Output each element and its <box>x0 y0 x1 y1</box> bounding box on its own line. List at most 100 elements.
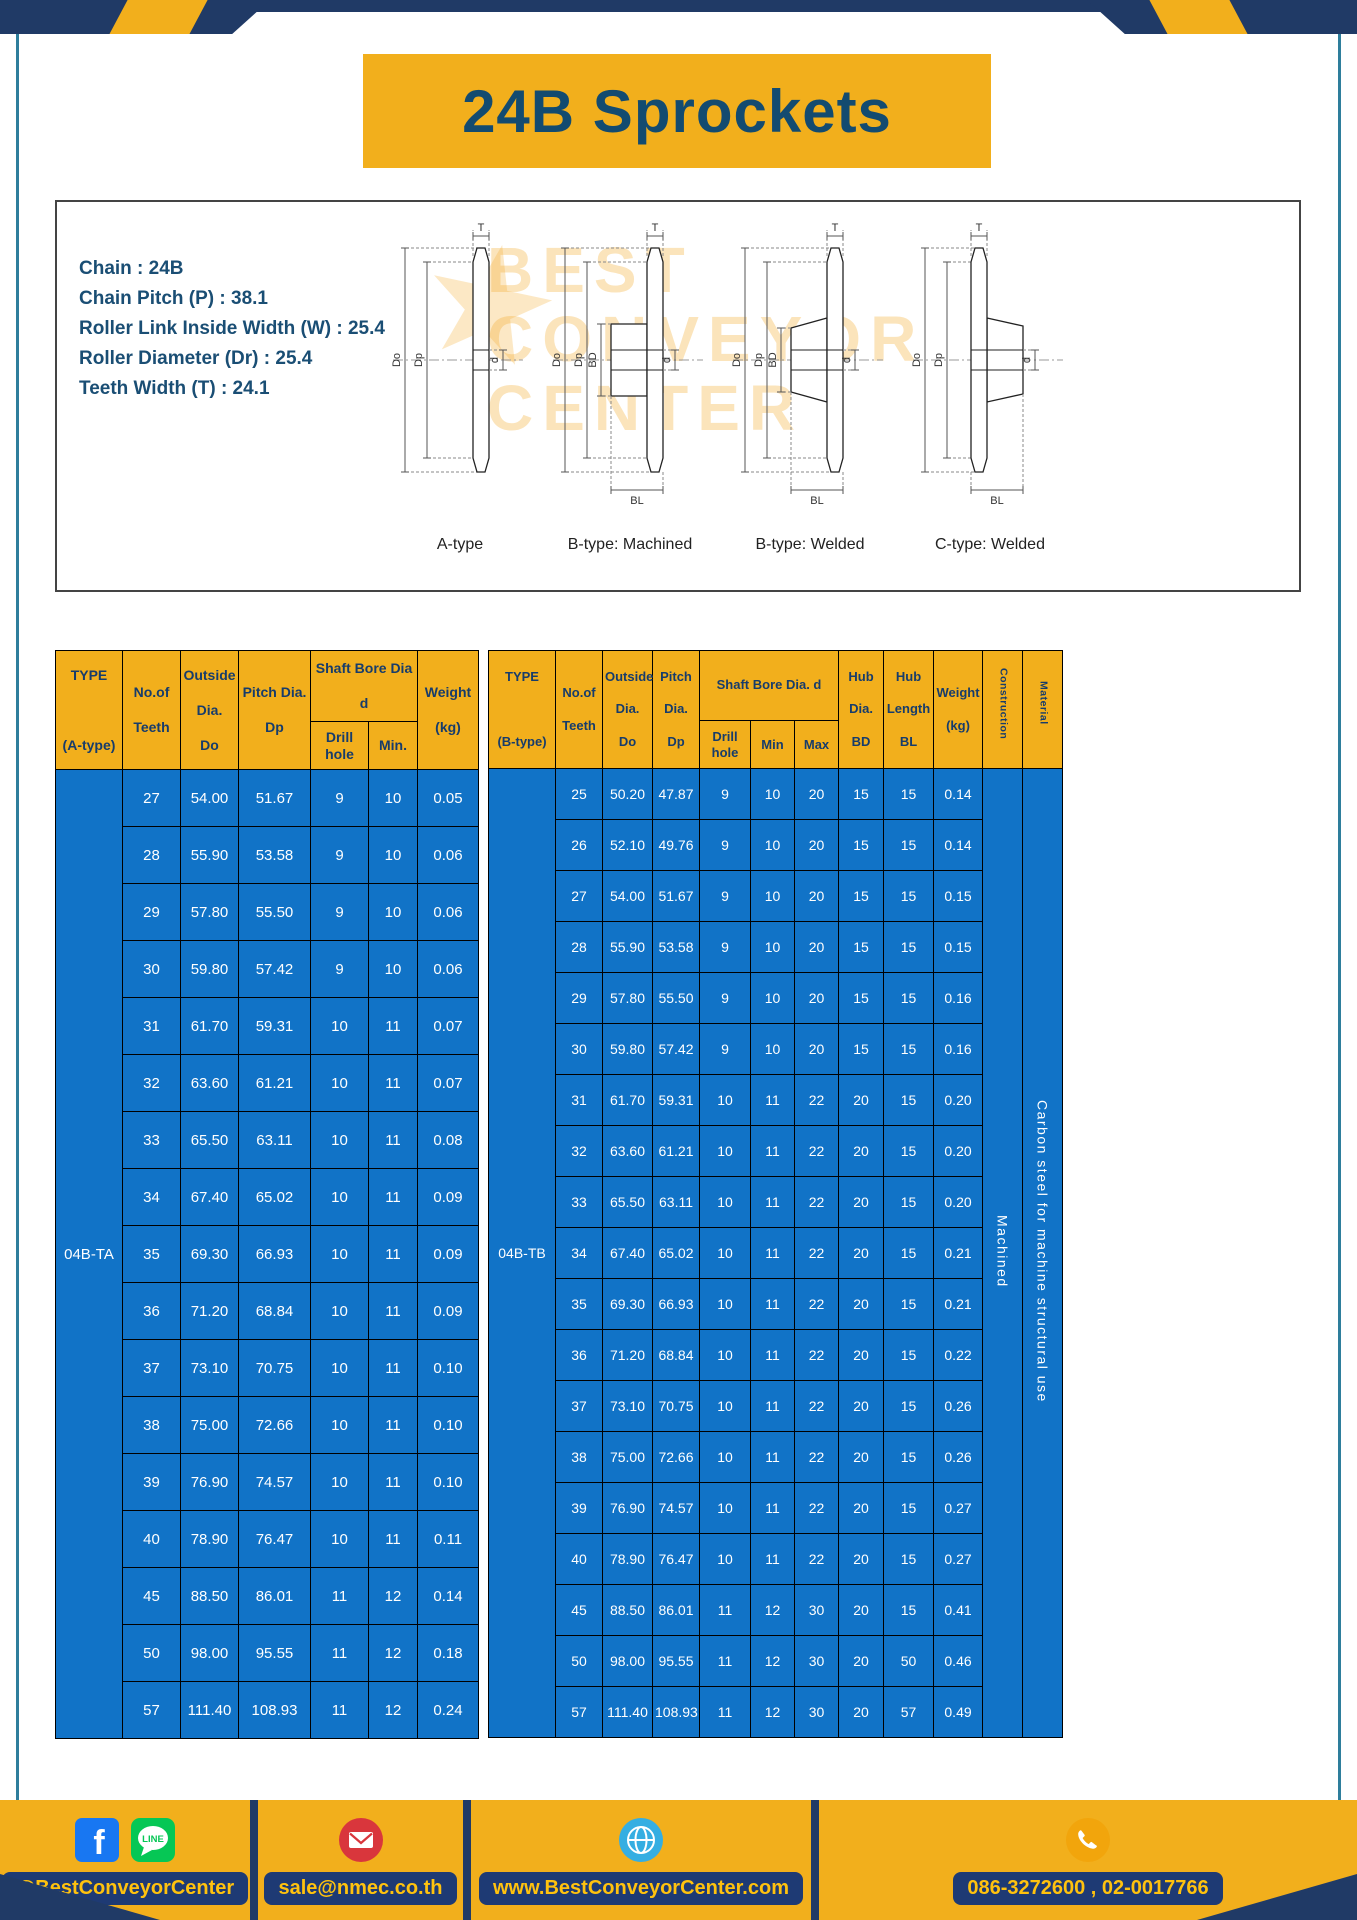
table-a-cell: 108.93 <box>238 1681 311 1739</box>
table-a-cell: 0.06 <box>417 883 479 941</box>
table-b-cell: 38 <box>555 1431 603 1483</box>
col-header-drill-hole: Drill hole <box>699 720 751 769</box>
table-a-cell: 63.11 <box>238 1111 311 1169</box>
table-a-cell: 0.11 <box>417 1510 479 1568</box>
table-b-cell: 98.00 <box>602 1635 653 1687</box>
table-b-row: 28 55.90 53.58 9 10 20 15 15 0.15 <box>489 921 1063 973</box>
table-a-cell: 10 <box>368 883 418 941</box>
table-b-cell: 0.26 <box>933 1380 984 1432</box>
table-a-cell: 69.30 <box>180 1225 239 1283</box>
top-bar <box>0 0 1357 12</box>
table-a-cell: 12 <box>368 1681 418 1739</box>
facebook-icon: f <box>75 1817 119 1862</box>
table-b-cell: 15 <box>883 921 935 973</box>
table-b-cell: 66.93 <box>652 1278 700 1330</box>
table-b-cell: 20 <box>838 1635 885 1687</box>
table-a-cell: 10 <box>310 1111 369 1169</box>
table-a-cell: 11 <box>368 1453 418 1511</box>
table-b-cell: 68.84 <box>652 1329 700 1381</box>
spec-line: Chain : 24B <box>79 258 184 279</box>
table-b-cell: 20 <box>793 921 840 973</box>
table-a-cell: 0.09 <box>417 1225 479 1283</box>
table-b-cell: 11 <box>750 1227 795 1279</box>
table-b-cell: 30 <box>555 1023 603 1075</box>
table-b-cell: 11 <box>750 1431 795 1483</box>
table-b-cell: 11 <box>750 1329 795 1381</box>
table-b-cell: 15 <box>883 1431 935 1483</box>
table-b-cell: 20 <box>838 1686 885 1738</box>
figure-label: B-type: Machined <box>567 536 693 553</box>
footer-divider <box>250 1800 258 1920</box>
table-a-cell: 45 <box>122 1567 181 1625</box>
col-header-hub-length: Hub Length BL <box>883 650 935 769</box>
table-b-cell: 11 <box>750 1176 795 1228</box>
table-b-cell: 11 <box>750 1380 795 1432</box>
table-a-cell: 53.58 <box>238 826 311 884</box>
table-b-cell: 10 <box>699 1380 751 1432</box>
footer-email-segment: sale@nmec.co.th <box>258 1800 463 1920</box>
table-a-cell: 11 <box>368 1510 418 1568</box>
table-a-cell: 10 <box>310 1168 369 1226</box>
table-a-cell: 0.10 <box>417 1396 479 1454</box>
table-b-row: 37 73.10 70.75 10 11 22 20 15 0.26 <box>489 1380 1063 1432</box>
table-b-cell: 0.15 <box>933 870 984 922</box>
table-b-cell: 111.40 <box>602 1686 653 1738</box>
table-a-cell: 11 <box>368 1339 418 1397</box>
col-header-teeth: No.of Teeth <box>555 650 603 769</box>
table-a-row: 39 76.90 74.57 10 11 0.10 <box>56 1453 479 1511</box>
table-a-cell: 40 <box>122 1510 181 1568</box>
table-a-cell: 57.42 <box>238 940 311 998</box>
table-b-cell: 78.90 <box>602 1533 653 1585</box>
watermark-line: CONVEYOR <box>487 303 926 376</box>
table-b-cell: 12 <box>750 1584 795 1636</box>
table-b-cell: 9 <box>699 921 751 973</box>
table-a-row: 37 73.10 70.75 10 11 0.10 <box>56 1339 479 1397</box>
table-a-cell: 88.50 <box>180 1567 239 1625</box>
table-b-cell: 15 <box>883 768 935 820</box>
table-b-cell: 25 <box>555 768 603 820</box>
table-b-cell: 0.20 <box>933 1125 984 1177</box>
table-b-cell: 15 <box>883 972 935 1024</box>
table-b-cell: 9 <box>699 768 751 820</box>
table-a-cell: 37 <box>122 1339 181 1397</box>
table-b-cell: 10 <box>750 1023 795 1075</box>
table-a-row: 34 67.40 65.02 10 11 0.09 <box>56 1168 479 1226</box>
table-a-cell: 34 <box>122 1168 181 1226</box>
table-b-cell: 11 <box>750 1278 795 1330</box>
table-b-row: 40 78.90 76.47 10 11 22 20 15 0.27 <box>489 1533 1063 1585</box>
table-a-cell: 0.06 <box>417 826 479 884</box>
table-b-cell: 15 <box>883 819 935 871</box>
table-b-cell: 30 <box>793 1686 840 1738</box>
table-b-cell: 10 <box>699 1431 751 1483</box>
table-b-cell: 9 <box>699 972 751 1024</box>
table-a-cell: 36 <box>122 1282 181 1340</box>
table-a-cell: 10 <box>368 826 418 884</box>
col-header-min: Min <box>750 720 795 769</box>
social-icons: f LINE <box>74 1816 176 1864</box>
table-b-cell: 15 <box>883 1023 935 1075</box>
table-b-cell: 52.10 <box>602 819 653 871</box>
b-type-spec-table: TYPE (B-type) No.of Teeth Outside Dia. D… <box>488 650 1064 1738</box>
table-a-cell: 9 <box>310 940 369 998</box>
figure-b-type-welded: Do Dp d BD T BL B-type: Welded <box>725 210 895 554</box>
website-label: www.BestConveyorCenter.com <box>478 1871 803 1905</box>
table-b-cell: 15 <box>883 1482 935 1534</box>
table-b-cell: 11 <box>699 1686 751 1738</box>
table-a-cell: 11 <box>368 1396 418 1454</box>
table-a-cell: 57 <box>122 1681 181 1739</box>
table-b-cell: 63.11 <box>652 1176 700 1228</box>
table-b-cell: 86.01 <box>652 1584 700 1636</box>
table-b-cell: 0.20 <box>933 1074 984 1126</box>
table-b-cell: 31 <box>555 1074 603 1126</box>
table-a-cell: 28 <box>122 826 181 884</box>
table-a-row: 45 88.50 86.01 11 12 0.14 <box>56 1567 479 1625</box>
table-b-cell: 10 <box>750 819 795 871</box>
table-b-cell: 10 <box>699 1278 751 1330</box>
table-a-row: 50 98.00 95.55 11 12 0.18 <box>56 1624 479 1682</box>
left-border-line <box>16 34 19 1800</box>
construction-value: Machined <box>982 768 1024 1738</box>
table-b-cell: 15 <box>883 1329 935 1381</box>
table-b-cell: 20 <box>838 1431 885 1483</box>
svg-text:Dp: Dp <box>413 353 425 367</box>
table-b-cell: 71.20 <box>602 1329 653 1381</box>
